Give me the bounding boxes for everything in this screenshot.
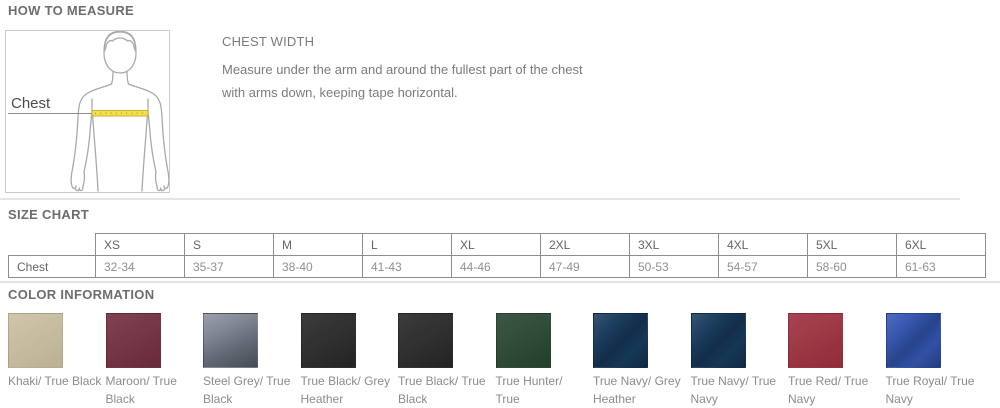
color-label: True Navy/ Grey Heather (593, 374, 681, 406)
size-header-cell: 2XL (540, 233, 630, 256)
chest-width-description: Measure under the arm and around the ful… (222, 62, 583, 100)
size-value-cell: 35-37 (184, 255, 274, 278)
color-swatch-true-red-true-navy (788, 313, 843, 368)
measuring-tape-icon (91, 110, 149, 117)
color-label: True Black/ Grey Heather PMS 7539 C (300, 374, 391, 406)
color-label: Steel Grey/ True Black (203, 374, 291, 406)
size-header-cell: 5XL (807, 233, 897, 256)
color-swatch-list: Khaki/ True Black Maroon/ True Black Ste… (8, 313, 1000, 408)
chest-label: Chest (11, 95, 51, 112)
color-option: True Navy/ True Navy (690, 313, 789, 408)
section-divider (0, 281, 1000, 283)
color-option: True Hunter/ True Navy (495, 313, 594, 408)
color-option: Steel Grey/ True Black (203, 313, 301, 408)
size-value-cell: 38-40 (273, 255, 363, 278)
measurement-diagram-box: Chest (5, 30, 170, 193)
size-value-cell: 41-43 (362, 255, 452, 278)
how-to-measure-heading: HOW TO MEASURE (8, 3, 135, 18)
size-header-cell: 4XL (718, 233, 808, 256)
section-divider (0, 198, 960, 200)
size-header-cell: XL (451, 233, 541, 256)
size-value-cell: 47-49 (540, 255, 630, 278)
color-swatch-true-royal-true-navy (885, 313, 941, 368)
color-label: True Navy/ True Navy (690, 374, 777, 406)
color-swatch-steel-grey-true-black (203, 313, 258, 368)
color-swatch-true-black-grey-heather (300, 313, 356, 368)
color-swatch-true-hunter-true-navy (495, 313, 551, 368)
size-header-cell: L (362, 233, 452, 256)
size-value-cell: 50-53 (629, 255, 719, 278)
blank-cell (9, 234, 96, 256)
figure-outline (70, 30, 170, 192)
size-chart-table: XS S M L XL 2XL 3XL 4XL 5XL 6XL Chest 32… (8, 233, 986, 278)
color-swatch-true-navy-true-navy (690, 313, 746, 368)
color-option: True Black/ Grey Heather PMS 7539 C (300, 313, 399, 408)
row-label-chest: Chest (8, 255, 96, 278)
size-value-cell: 44-46 (451, 255, 541, 278)
color-option: True Navy/ Grey Heather (593, 313, 691, 408)
color-option: True Royal/ True Navy (885, 313, 984, 408)
color-option: Maroon/ True Black (105, 313, 204, 408)
size-header-cell: M (273, 233, 363, 256)
color-information-heading: COLOR INFORMATION (8, 287, 155, 302)
color-option: True Red/ True Navy (788, 313, 886, 408)
color-label: True Red/ True Navy (788, 374, 869, 406)
chest-width-info: CHEST WIDTH Measure under the arm and ar… (222, 30, 583, 193)
chest-width-title: CHEST WIDTH (222, 34, 315, 49)
chest-measurement-row: Chest 32-34 35-37 38-40 41-43 44-46 47-4… (8, 255, 986, 278)
size-header-cell: 3XL (629, 233, 719, 256)
color-label: True Hunter/ True Navy (495, 374, 563, 406)
how-to-measure-section: Chest CHEST WIDTH Measure under the arm … (5, 30, 1000, 193)
color-label: Khaki/ True Black (8, 374, 102, 388)
size-header-cell: XS (95, 233, 185, 256)
size-value-cell: 54-57 (718, 255, 808, 278)
color-label: Maroon/ True Black (105, 374, 177, 406)
size-chart-heading: SIZE CHART (8, 207, 89, 222)
color-swatch-true-navy-grey-heather (593, 313, 648, 368)
how-to-measure-diagram: Chest (8, 30, 170, 192)
color-option: Khaki/ True Black (8, 313, 106, 408)
color-option: True Black/ True Black (398, 313, 496, 408)
size-header-cell: S (184, 233, 274, 256)
color-label: True Royal/ True Navy (885, 374, 975, 406)
color-swatch-khaki-true-black (8, 313, 63, 368)
color-swatch-maroon-true-black (105, 313, 161, 368)
size-header-row: XS S M L XL 2XL 3XL 4XL 5XL 6XL (9, 233, 986, 256)
color-label: True Black/ True Black (398, 374, 486, 406)
size-value-cell: 61-63 (896, 255, 986, 278)
size-value-cell: 58-60 (807, 255, 897, 278)
size-header-cell: 6XL (896, 233, 986, 256)
color-swatch-true-black-true-black (398, 313, 453, 368)
size-value-cell: 32-34 (95, 255, 185, 278)
